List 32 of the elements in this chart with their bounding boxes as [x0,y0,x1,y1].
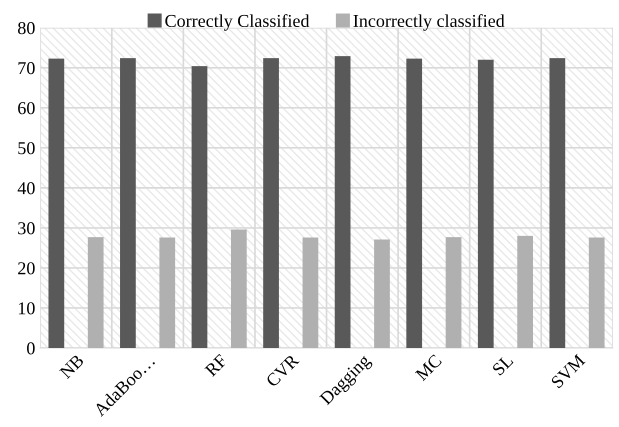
bar [517,236,534,348]
bar [263,58,279,348]
x-tick-label: SL [492,354,514,376]
y-tick-label: 80 [18,22,35,34]
x-tick-label: MC [414,354,442,382]
y-tick-label: 20 [18,262,35,274]
y-tick-label: 10 [18,302,35,314]
y-tick-label: 0 [27,342,35,354]
y-tick-label: 50 [18,142,35,154]
bar [88,237,104,348]
bar [478,60,494,348]
x-tick-label: RF [204,354,228,377]
bar [302,238,318,348]
y-tick-label: 60 [18,102,35,114]
bar [192,66,208,348]
bar [588,238,605,348]
bar [120,58,136,348]
y-tick-label: 70 [18,62,35,74]
bar [230,230,247,348]
bar [334,56,350,348]
bar [48,58,64,348]
legend-label: Correctly Classified [165,14,310,31]
x-tick-label: CVR [265,353,300,388]
bar [159,238,176,348]
legend-label: Incorrectly classified [353,14,504,31]
bar [446,237,462,348]
x-tick-label: NB [59,354,84,380]
bar [406,58,422,348]
y-tick-label: 30 [18,222,35,234]
y-tick-label: 40 [18,182,35,194]
bar [374,240,390,348]
bar [549,58,566,348]
